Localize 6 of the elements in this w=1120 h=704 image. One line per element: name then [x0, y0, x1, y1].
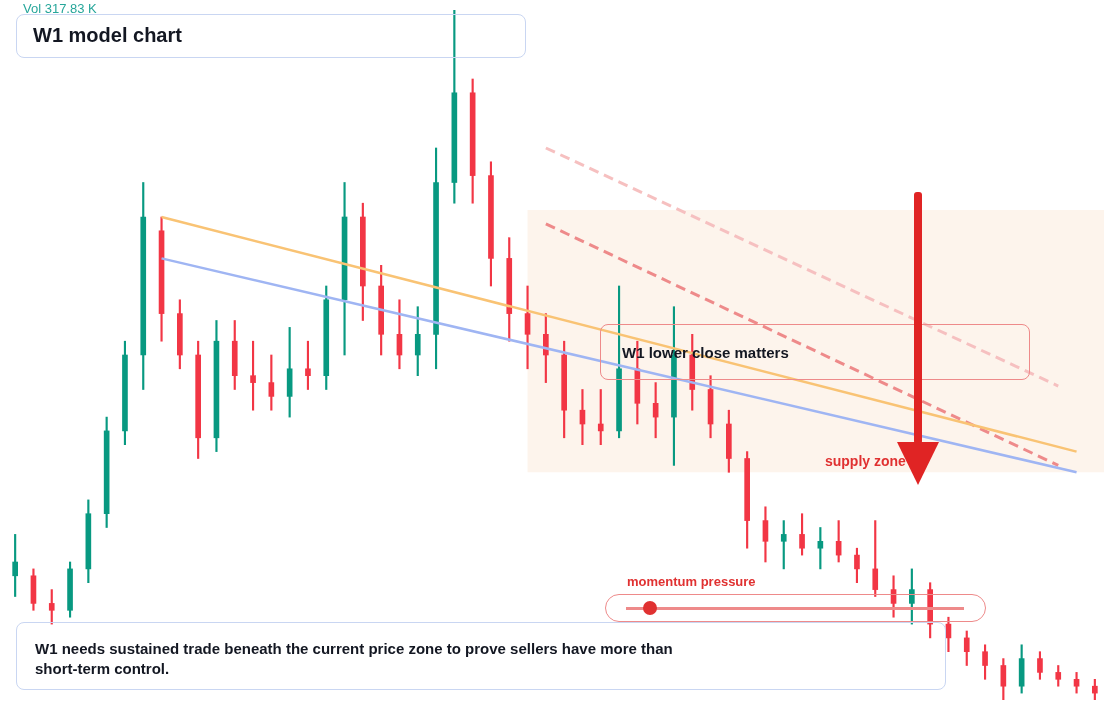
text: W1 model chart: [33, 24, 182, 46]
annotation: W1 needs sustained trade beneath the current price zone to prove sellers have more than short-term control.: [35, 639, 674, 679]
candlestick: [524, 285, 531, 370]
annotation: momentum pressure: [627, 574, 756, 589]
band-label: supply zone: [824, 453, 907, 470]
annotation: Vol 317.83 K: [23, 1, 97, 16]
